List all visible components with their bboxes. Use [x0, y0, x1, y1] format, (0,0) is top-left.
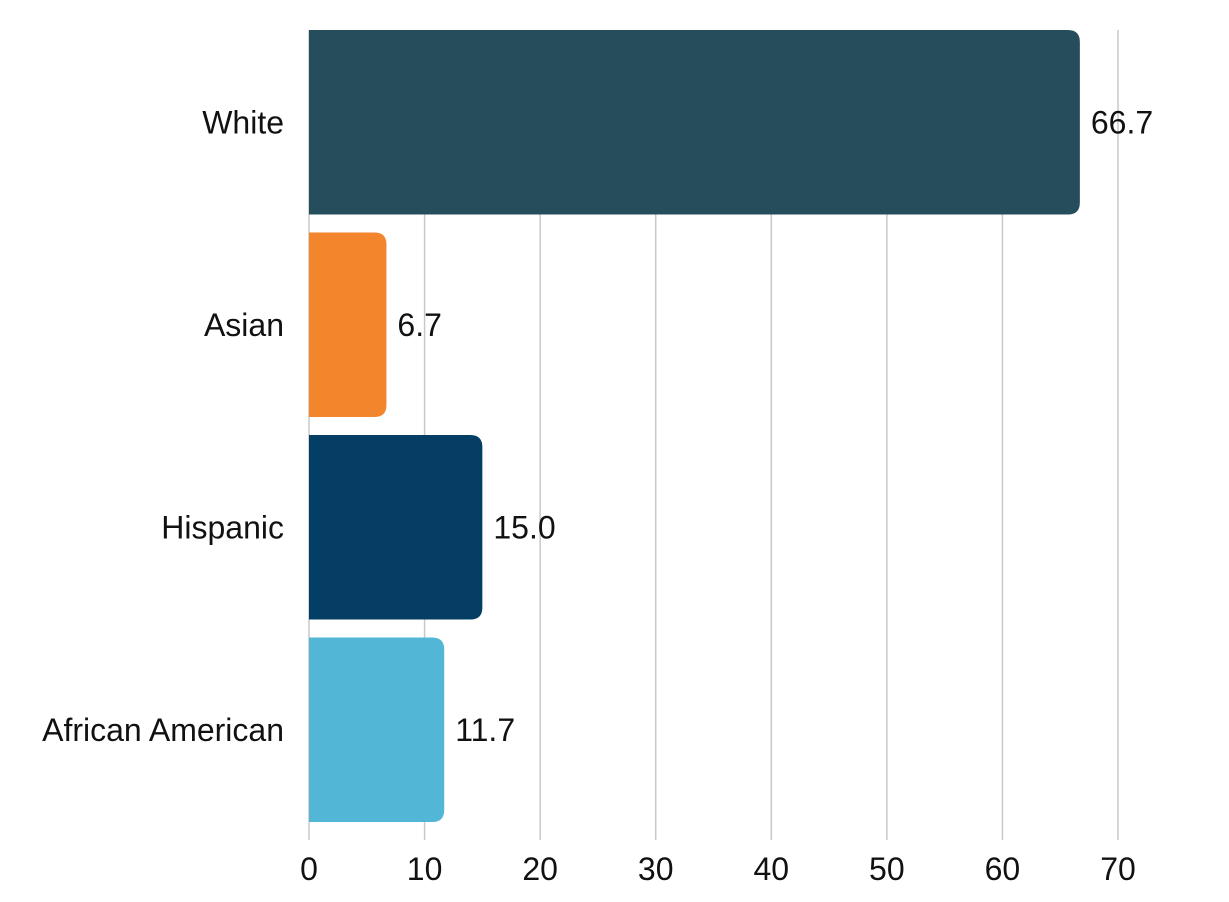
x-tick-label: 30 [638, 851, 674, 887]
x-tick-label: 60 [985, 851, 1021, 887]
x-tick-label: 50 [869, 851, 905, 887]
x-tick-label: 70 [1100, 851, 1136, 887]
value-label: 6.7 [397, 307, 441, 343]
value-label: 66.7 [1091, 104, 1153, 140]
category-label: Hispanic [161, 509, 284, 545]
category-labels: White Asian Hispanic African American [42, 104, 284, 748]
bars [309, 30, 1080, 822]
value-label: 15.0 [493, 509, 555, 545]
x-tick-label: 0 [300, 851, 318, 887]
value-label: 11.7 [455, 712, 515, 748]
bar-white [309, 30, 1080, 215]
category-label: White [202, 104, 284, 140]
value-labels: 66.7 6.7 15.0 11.7 [397, 104, 1153, 748]
category-label: African American [42, 712, 284, 748]
category-label: Asian [204, 307, 284, 343]
bar-hispanic [309, 435, 483, 620]
x-tick-label: 40 [753, 851, 789, 887]
bar-african-american [309, 637, 445, 822]
x-tick-label: 20 [522, 851, 558, 887]
x-tick-label: 10 [407, 851, 443, 887]
bar-asian [309, 232, 387, 417]
x-axis-tick-labels: 0 10 20 30 40 50 60 70 [300, 851, 1136, 887]
